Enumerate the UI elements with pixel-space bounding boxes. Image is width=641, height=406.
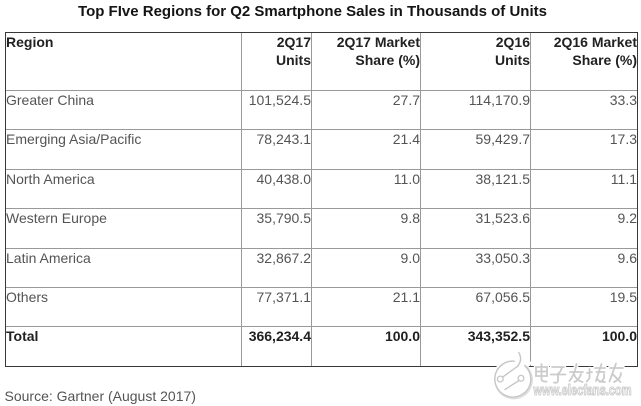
svg-text:www.elecfans.com: www.elecfans.com [533, 382, 632, 399]
svg-text:www.elecfans.com: www.elecfans.com [533, 382, 632, 399]
